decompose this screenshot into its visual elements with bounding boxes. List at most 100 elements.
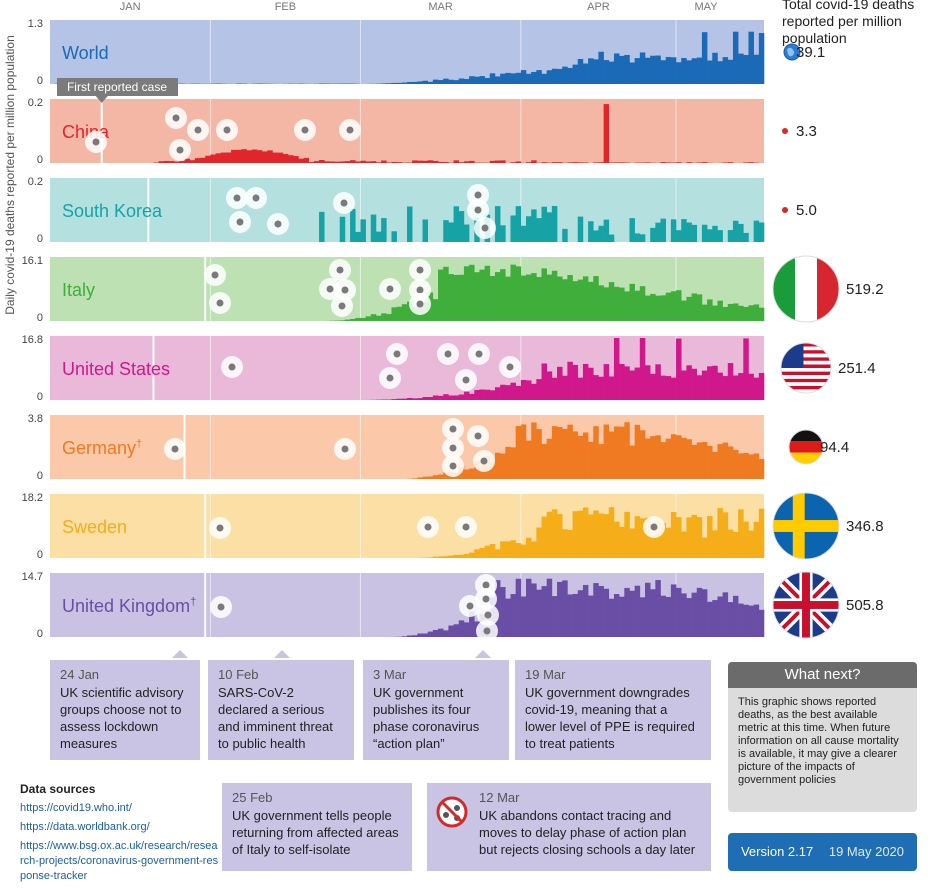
bar-italy [707,299,713,321]
bar-united-kingdom [603,588,610,637]
bar-world [676,62,682,84]
dot-icon-south-korea [782,207,788,213]
bar-south-korea [515,206,522,242]
bar-world [691,58,698,84]
bar-germany [582,432,589,479]
callout-date: 10 Feb [218,667,259,682]
callout-text: UK abandons contact tracing and moves to… [479,808,696,857]
bar-south-korea [319,211,325,242]
bar-south-korea [660,218,666,242]
bar-italy [344,319,351,321]
bar-united-states [557,366,563,400]
data-sources-title: Data sources [20,782,96,796]
country-label-united-states: United States [62,359,170,379]
bar-sweden [438,556,444,558]
bar-united-states [577,377,584,400]
bar-united-states [500,384,506,400]
bar-germany [639,430,646,479]
bar-germany [438,474,444,479]
bar-united-kingdom [458,620,465,637]
bar-united-states [598,376,604,400]
bar-south-korea [458,211,465,242]
bar-south-korea [598,225,604,242]
bar-sweden [603,514,610,558]
bar-sweden [681,531,687,558]
bar-sweden [655,520,661,558]
bar-germany [474,460,480,479]
bar-germany [593,426,599,479]
bar-world [613,53,620,84]
y-zero-label-germany: 0 [37,470,43,482]
bar-italy [458,274,465,321]
callout-date: 3 Mar [373,667,407,682]
bar-china [350,160,356,163]
bar-united-states [650,373,656,400]
bar-united-states [391,399,397,400]
bar-italy [727,303,734,321]
y-max-label-united-kingdom: 14.7 [22,571,43,583]
bar-world [443,78,449,84]
source-link-oxford[interactable]: https://www.bsg.ox.ac.uk/research/resear… [20,840,219,882]
bar-world [686,60,692,84]
bar-italy [645,295,651,321]
grad-icon-glyph [386,285,394,293]
bar-united-kingdom [531,583,537,637]
bar-united-kingdom [422,633,428,637]
bar-south-korea [588,221,594,242]
bar-united-states [603,364,610,400]
bar-world [598,51,604,84]
source-link-who[interactable]: https://covid19.who.int/ [20,802,132,814]
bar-south-korea [650,227,656,242]
bar-south-korea [381,218,387,242]
bar-united-kingdom [577,590,584,637]
bar-world [665,57,672,84]
bar-germany [546,438,553,479]
bar-china [696,162,703,163]
bar-south-korea [691,224,698,242]
bar-united-kingdom [407,635,413,637]
totals-title: Total covid-19 deaths reported per milli… [782,0,915,46]
bar-sweden [676,517,682,558]
bar-world [536,70,542,84]
bar-germany [624,422,630,479]
callout-pointer [475,650,491,658]
flag-icon-germany [788,429,824,465]
bar-world [489,73,496,84]
bar-united-kingdom [727,602,734,637]
plane-icon-glyph [462,523,470,531]
bar-china [355,161,361,163]
bar-sweden [727,529,734,558]
bar-world [391,82,397,84]
bar-united-states [670,377,677,400]
bar-world [645,57,651,84]
bar-united-kingdom [717,596,723,637]
bar-germany [619,426,625,479]
bar-world [432,79,439,84]
bar-south-korea [758,222,765,242]
callout-date: 19 Mar [525,667,566,682]
bar-sweden [748,530,754,558]
test-icon-glyph [341,286,349,294]
bar-sweden [546,511,553,558]
callout-date: 12 Mar [479,790,520,805]
bar-united-states [463,391,470,400]
bar-china [396,162,403,163]
bar-germany [712,451,718,479]
month-label-apr: APR [587,1,610,13]
bar-germany [463,469,470,479]
country-label-united-kingdom: United Kingdom† [62,596,196,616]
bar-italy [494,272,501,321]
bar-united-states [505,385,511,400]
bar-china [526,162,532,163]
bar-united-states [686,365,692,400]
dot-icon-china [782,128,788,134]
bar-sweden [634,516,641,558]
source-link-worldbank[interactable]: https://data.worldbank.org/ [20,821,150,833]
bar-world [634,58,641,84]
bar-china [386,162,392,163]
bar-germany [665,438,672,479]
bar-world [422,80,428,84]
people-icon-glyph [483,627,491,635]
bar-united-kingdom [732,595,739,637]
callout-25-feb: 25 Feb UK government tells people return… [222,783,412,871]
